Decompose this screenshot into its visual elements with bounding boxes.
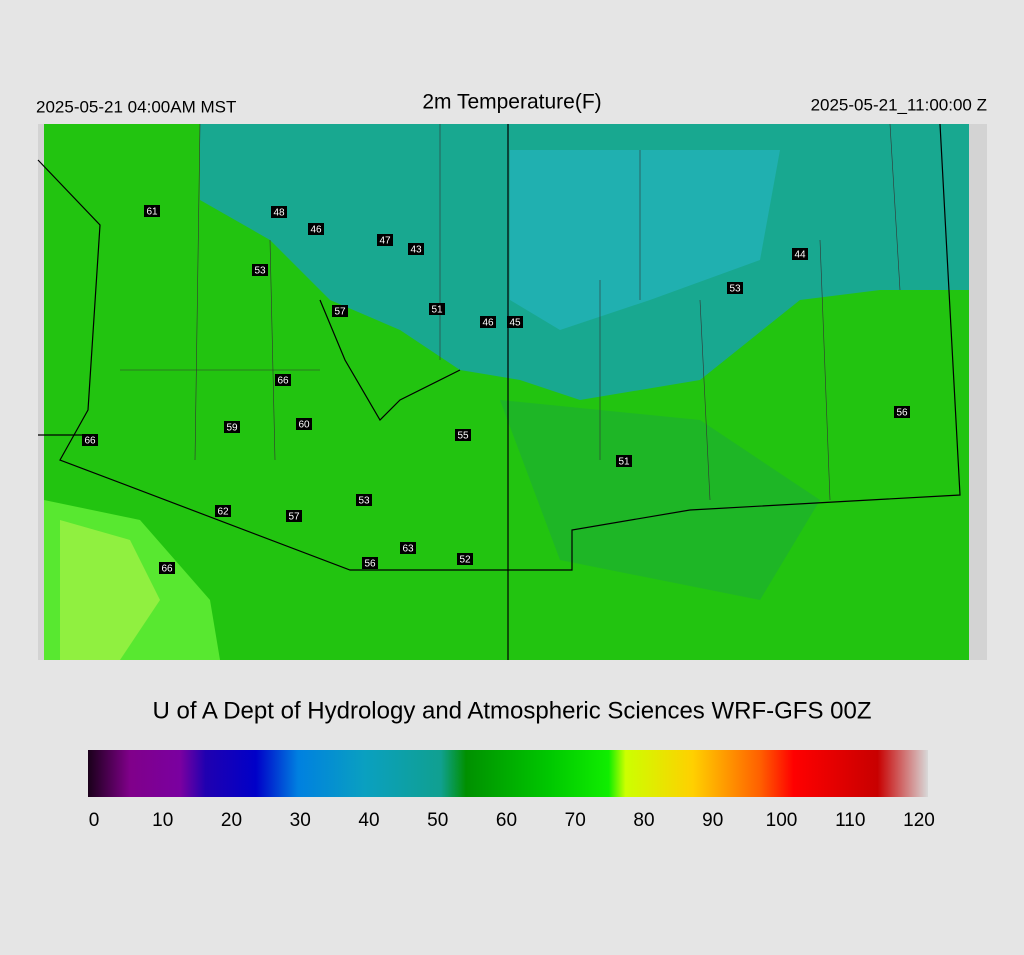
station-value: 66 <box>161 564 173 575</box>
station-value: 53 <box>254 266 266 277</box>
station-value: 47 <box>379 236 391 247</box>
station-box <box>82 434 98 446</box>
colorbar-tick-label: 0 <box>89 810 100 831</box>
station-box <box>362 557 378 569</box>
station-value: 48 <box>273 208 285 219</box>
local-time: 2025-05-21 04:00AM MST <box>36 97 236 116</box>
station-box <box>457 553 473 565</box>
station-box <box>224 421 240 433</box>
colorbar <box>88 750 928 797</box>
colorbar-tick-label: 120 <box>903 810 935 831</box>
station-box <box>400 542 416 554</box>
station-box <box>271 206 287 218</box>
station-box <box>408 243 424 255</box>
station-value: 45 <box>509 318 521 329</box>
station-value: 61 <box>146 207 158 218</box>
station-value: 57 <box>288 512 300 523</box>
station-box <box>429 303 445 315</box>
credit: U of A Dept of Hydrology and Atmospheric… <box>153 697 872 724</box>
station-box <box>727 282 743 294</box>
station-value: 46 <box>482 318 494 329</box>
colorbar-tick-label: 100 <box>766 810 798 831</box>
station-labels: 61 48 46 47 43 53 57 51 46 45 44 53 66 59 60 55 56 66 51 53… <box>82 205 910 575</box>
station-box <box>286 510 302 522</box>
colorbar-tick-label: 80 <box>633 810 654 831</box>
colorbar-tick-label: 40 <box>358 810 379 831</box>
station-box <box>275 374 291 386</box>
station-value: 53 <box>729 284 741 295</box>
station-value: 57 <box>334 307 346 318</box>
station-box <box>377 234 393 246</box>
colorbar-tick-label: 30 <box>290 810 311 831</box>
colorbar-tick-label: 110 <box>835 810 865 831</box>
colorbar-tick-label: 10 <box>152 810 173 831</box>
station-box <box>215 505 231 517</box>
station-box <box>616 455 632 467</box>
station-value: 62 <box>217 507 229 518</box>
station-value: 63 <box>402 544 414 555</box>
station-box <box>894 406 910 418</box>
colorbar-tick-label: 60 <box>496 810 517 831</box>
station-box <box>144 205 160 217</box>
station-box <box>480 316 496 328</box>
station-box <box>159 562 175 574</box>
station-value: 55 <box>457 431 469 442</box>
colorbar-tick-label: 70 <box>565 810 586 831</box>
station-value: 60 <box>298 420 310 431</box>
station-box <box>507 316 523 328</box>
station-box <box>455 429 471 441</box>
station-value: 56 <box>896 408 908 419</box>
map <box>37 123 987 660</box>
station-value: 43 <box>410 245 422 256</box>
station-value: 51 <box>618 457 630 468</box>
station-value: 44 <box>794 250 806 261</box>
station-box <box>308 223 324 235</box>
station-value: 52 <box>459 555 471 566</box>
colorbar-tick-label: 90 <box>702 810 723 831</box>
station-value: 56 <box>364 559 376 570</box>
station-value: 59 <box>226 423 238 434</box>
valid-time: 2025-05-21_11:00:00 Z <box>811 95 987 114</box>
station-box <box>332 305 348 317</box>
station-box <box>356 494 372 506</box>
colorbar-tick-label: 50 <box>427 810 448 831</box>
station-box <box>792 248 808 260</box>
station-value: 53 <box>358 496 370 507</box>
station-box <box>252 264 268 276</box>
station-value: 46 <box>310 225 322 236</box>
map-title: 2m Temperature(F) <box>422 91 601 114</box>
station-value: 66 <box>84 436 96 447</box>
colorbar-tick-label: 20 <box>221 810 242 831</box>
station-value: 66 <box>277 376 289 387</box>
station-value: 51 <box>431 305 443 316</box>
station-box <box>296 418 312 430</box>
colorbar-ticks: 0 10 20 30 40 50 60 70 80 90 100 110 120 <box>89 810 935 831</box>
